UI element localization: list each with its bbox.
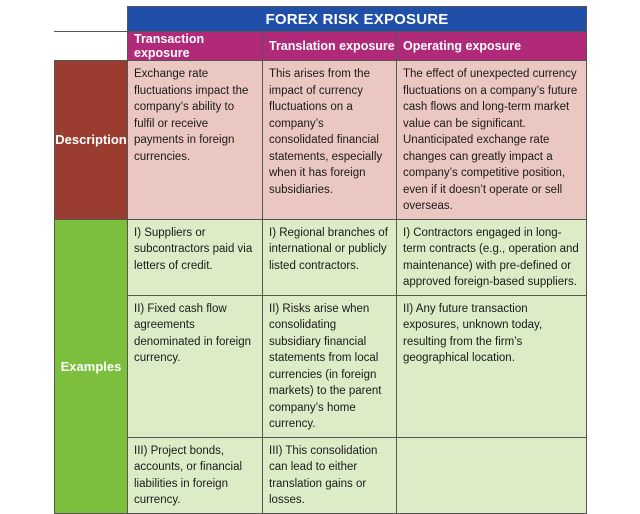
example-cell: II) Risks arise when consolidating subsi… — [262, 294, 397, 438]
column-header-translation: Translation exposure — [262, 31, 397, 61]
example-text: III) This consolidation can lead to eith… — [269, 444, 378, 507]
row-header-description: Description — [54, 60, 128, 220]
example-cell: II) Any future transaction exposures, un… — [395, 294, 588, 438]
corner-blank-cell — [54, 6, 128, 32]
description-cell-operating: The effect of unexpected currency fluctu… — [395, 60, 588, 220]
description-cell-translation: This arises from the impact of currency … — [262, 60, 397, 220]
example-cell: II) Fixed cash flow agreements denominat… — [127, 294, 263, 438]
column-header-operating: Operating exposure — [395, 31, 588, 61]
example-text: I) Suppliers or subcontractors paid via … — [134, 226, 253, 272]
description-text: This arises from the impact of currency … — [269, 68, 383, 196]
example-text: II) Risks arise when consolidating subsi… — [269, 302, 382, 431]
forex-risk-table: FOREX RISK EXPOSURE Transaction exposure… — [54, 6, 588, 514]
example-text: II) Any future transaction exposures, un… — [403, 302, 543, 365]
table-title: FOREX RISK EXPOSURE — [126, 6, 588, 32]
example-cell: I) Regional branches of international or… — [262, 218, 397, 296]
description-cell-transaction: Exchange rate fluctuations impact the co… — [127, 60, 263, 220]
example-text: II) Fixed cash flow agreements denominat… — [134, 302, 251, 365]
example-cell: I) Contractors engaged in long-term cont… — [395, 218, 588, 296]
example-text: I) Regional branches of international or… — [269, 226, 388, 272]
example-cell: I) Suppliers or subcontractors paid via … — [127, 218, 263, 296]
description-text: Exchange rate fluctuations impact the co… — [134, 68, 249, 163]
example-cell: III) Project bonds, accounts, or financi… — [127, 436, 263, 514]
example-text: III) Project bonds, accounts, or financi… — [134, 444, 243, 507]
example-text — [397, 438, 586, 447]
corner-blank-cell-2 — [54, 31, 128, 61]
row-header-examples: Examples — [54, 218, 128, 514]
example-cell: III) This consolidation can lead to eith… — [262, 436, 397, 514]
description-text: The effect of unexpected currency fluctu… — [403, 68, 578, 212]
example-cell-empty — [395, 436, 588, 514]
example-text: I) Contractors engaged in long-term cont… — [403, 226, 579, 289]
column-header-transaction: Transaction exposure — [127, 31, 263, 61]
